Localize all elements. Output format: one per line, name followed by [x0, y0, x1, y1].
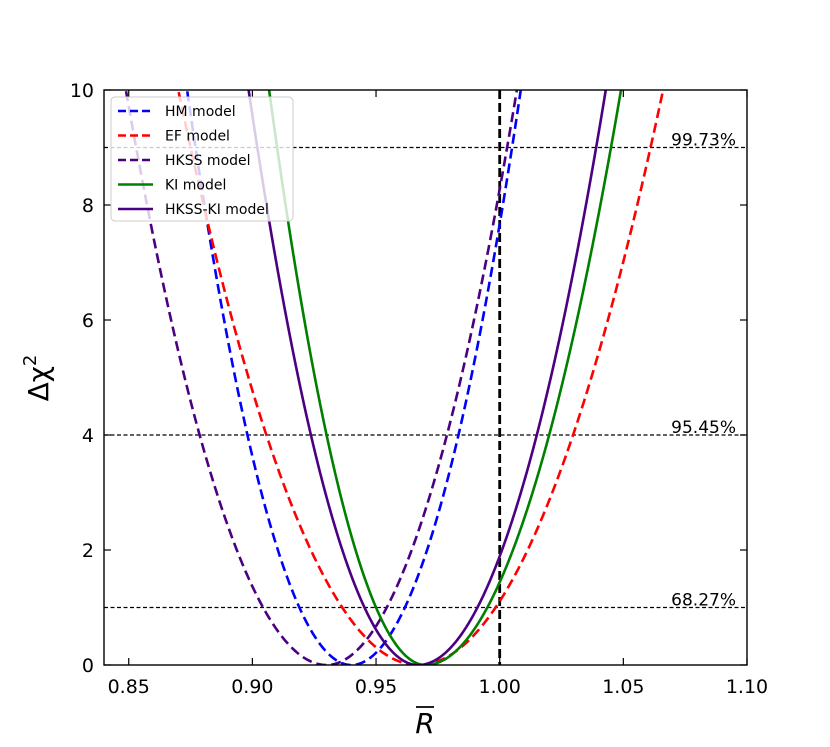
plot-frame [103, 89, 748, 666]
confidence-label-1: 95.45% [671, 418, 736, 438]
y-tick-label: 6 [82, 310, 94, 332]
confidence-level-labels: 68.27% 95.45% 99.73% [671, 131, 736, 611]
x-tick-label: 1.10 [726, 676, 768, 698]
confidence-label-0: 68.27% [671, 591, 736, 611]
series-line-hkss-model [124, 90, 519, 665]
y-axis-label: Δχ2 [20, 355, 55, 402]
y-axis-label-superscript: 2 [20, 355, 41, 366]
y-axis-label-main: Δχ [22, 366, 55, 401]
confidence-label-2: 99.73% [671, 131, 736, 151]
series-line-hm-model [185, 90, 523, 665]
y-tick-label: 4 [82, 425, 94, 447]
legend-label: HKSS model [165, 153, 251, 169]
x-tick-label: 0.85 [108, 676, 150, 698]
legend: HM model EF model HKSS model KI model HKSS-K… [110, 96, 294, 222]
y-tick-label: 2 [82, 540, 94, 562]
y-tick-label: 8 [82, 195, 94, 217]
legend-label: HM model [165, 104, 236, 120]
x-tick-label: 1.05 [602, 676, 644, 698]
x-tick-label: 0.95 [355, 676, 397, 698]
legend-label: EF model [165, 129, 230, 145]
series-line-hkss-ki-model [247, 90, 608, 665]
legend-label: HKSS-KI model [165, 202, 269, 218]
legend-box [110, 96, 294, 222]
x-axis-label: R [415, 707, 434, 740]
x-tick-label: 0.90 [231, 676, 273, 698]
axes: 0.85 0.90 0.95 1.00 1.05 1.10 0 2 4 6 8 10 [70, 80, 768, 698]
legend-label: KI model [165, 178, 226, 194]
y-tick-label: 0 [82, 655, 94, 677]
x-tick-label: 1.00 [479, 676, 521, 698]
y-tick-label: 10 [70, 80, 94, 102]
